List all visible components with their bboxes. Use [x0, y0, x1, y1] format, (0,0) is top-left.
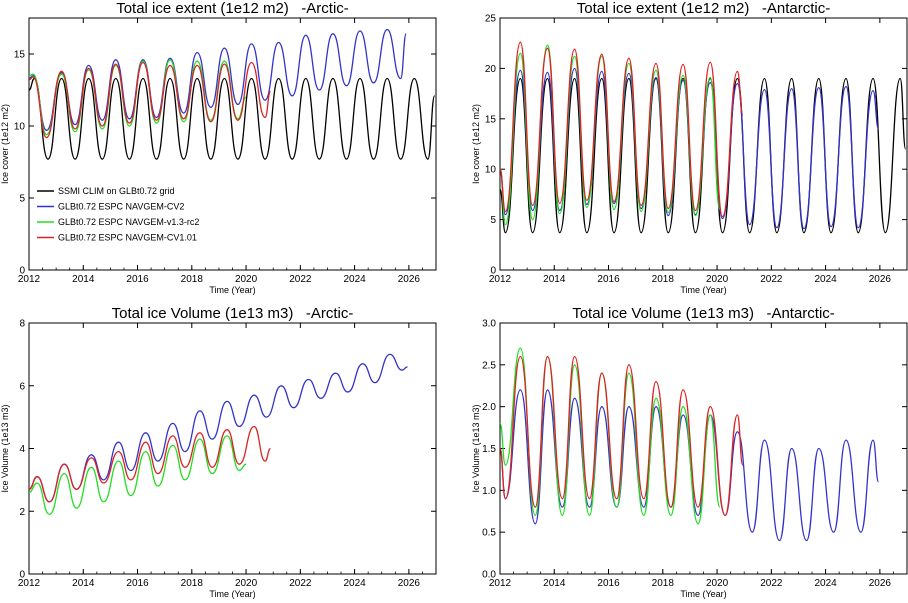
arctic-extent-title: Total ice extent (1e12 m2) -Arctic-	[116, 0, 349, 17]
antarctic-volume-x-tick-label: 2022	[760, 578, 783, 589]
antarctic-volume-y-axis-label: Ice Volume (1e13 m3)	[471, 404, 481, 492]
antarctic-extent-x-tick-label: 2020	[706, 274, 729, 285]
antarctic-extent-y-tick-label: 15	[485, 114, 497, 125]
arctic-extent-y-tick-label: 10	[14, 122, 26, 133]
antarctic-volume-series-glbt0-72-espc-navgem-cv1-01	[499, 355, 744, 517]
arctic-extent-x-tick-label: 2022	[289, 274, 312, 285]
antarctic-volume-x-tick-label: 2016	[597, 578, 620, 589]
antarctic-volume-y-tick-label: 0.5	[482, 528, 496, 539]
antarctic-volume-y-tick-label: 2.5	[482, 360, 496, 371]
legend-entry: GLBt0.72 ESPC NAVGEM-v1.3-rc2	[58, 217, 199, 227]
arctic-volume-x-tick-label: 2020	[235, 578, 258, 589]
arctic-volume-y-tick-label: 0	[19, 570, 25, 581]
arctic-volume-y-tick-label: 6	[19, 381, 25, 392]
arctic-volume-x-tick-label: 2018	[181, 578, 204, 589]
antarctic-extent-panel: Total ice extent (1e12 m2) -Antarctic- 20…	[471, 0, 908, 295]
arctic-extent-series-glbt0-72-espc-navgem-cv1-01	[28, 61, 272, 139]
antarctic-extent-y-tick-label: 5	[490, 215, 496, 226]
arctic-extent-x-tick-label: 2020	[235, 274, 258, 285]
antarctic-volume-y-tick-label: 1.5	[482, 444, 496, 455]
antarctic-volume-x-tick-label: 2020	[706, 578, 729, 589]
antarctic-volume-x-axis-label: Time (Year)	[680, 589, 726, 599]
arctic-volume-series-glbt0-72-espc-navgem-cv1-01	[28, 425, 271, 503]
antarctic-volume-x-tick-label: 2024	[814, 578, 837, 589]
antarctic-extent-y-tick-label: 10	[485, 165, 497, 176]
antarctic-extent-y-axis-label: Ice cover (1e12 m2)	[471, 104, 481, 184]
antarctic-extent-x-tick-label: 2016	[597, 274, 620, 285]
arctic-volume-x-tick-label: 2014	[72, 578, 95, 589]
arctic-extent-series-ssmi-clim-on-glbt0-72-grid	[28, 77, 436, 160]
antarctic-extent-title: Total ice extent (1e12 m2) -Antarctic-	[577, 0, 830, 17]
arctic-volume-y-tick-label: 2	[19, 507, 25, 518]
antarctic-extent-x-tick-label: 2012	[489, 274, 512, 285]
arctic-extent-series-glbt0-72-espc-navgem-cv2	[28, 28, 407, 131]
arctic-extent-x-tick-label: 2024	[343, 274, 366, 285]
arctic-extent-x-axis-label: Time (Year)	[209, 285, 255, 295]
antarctic-volume-y-tick-label: 3.0	[482, 319, 496, 330]
arctic-volume-x-tick-label: 2016	[126, 578, 149, 589]
arctic-extent-x-tick-label: 2018	[181, 274, 204, 285]
antarctic-extent-x-tick-label: 2014	[543, 274, 566, 285]
antarctic-extent-y-tick-label: 20	[485, 64, 497, 75]
antarctic-extent-series-glbt0-72-espc-navgem-cv1-01	[499, 41, 744, 218]
antarctic-volume-x-tick-label: 2026	[869, 578, 892, 589]
arctic-extent-x-tick-label: 2012	[18, 274, 41, 285]
arctic-extent-panel: Total ice extent (1e12 m2) -Arctic- 2012 2…	[0, 0, 437, 295]
arctic-volume-series-glbt0-72-espc-navgem-cv2	[28, 353, 408, 503]
arctic-volume-x-axis-label: Time (Year)	[209, 589, 255, 599]
arctic-volume-x-tick-label: 2026	[398, 578, 421, 589]
antarctic-extent-y-tick-label: 0	[490, 266, 496, 277]
arctic-extent-y-tick-label: 15	[14, 50, 26, 61]
arctic-volume-y-tick-label: 4	[19, 444, 25, 455]
legend-entry: SSMI CLIM on GLBt0.72 grid	[58, 186, 175, 196]
antarctic-extent-x-tick-label: 2024	[814, 274, 837, 285]
arctic-volume-x-tick-label: 2024	[343, 578, 366, 589]
arctic-extent-y-tick-label: 0	[19, 266, 25, 277]
arctic-volume-x-tick-label: 2022	[289, 578, 312, 589]
antarctic-extent-x-tick-label: 2018	[652, 274, 675, 285]
legend-entry: GLBt0.72 ESPC NAVGEM-CV2	[58, 202, 184, 212]
antarctic-extent-x-tick-label: 2022	[760, 274, 783, 285]
arctic-volume-x-tick-label: 2012	[18, 578, 41, 589]
antarctic-volume-panel: Total ice Volume (1e13 m3) -Antarctic- 20…	[471, 305, 908, 599]
arctic-volume-title: Total ice Volume (1e13 m3) -Arctic-	[112, 305, 354, 322]
arctic-volume-y-axis-label: Ice Volume (1e13 m3)	[0, 404, 10, 492]
arctic-extent-x-tick-label: 2026	[398, 274, 421, 285]
arctic-volume-series-glbt0-72-espc-navgem-v1-3-rc2	[28, 435, 247, 516]
antarctic-volume-y-tick-label: 0.0	[482, 570, 496, 581]
arctic-extent-y-axis-label: Ice cover (1e12 m2)	[0, 104, 10, 184]
antarctic-volume-x-tick-label: 2018	[652, 578, 675, 589]
antarctic-volume-y-tick-label: 2.0	[482, 402, 496, 413]
arctic-volume-panel: Total ice Volume (1e13 m3) -Arctic- 2012 2…	[0, 305, 437, 599]
antarctic-extent-y-tick-label: 25	[485, 14, 497, 25]
antarctic-volume-x-tick-label: 2012	[489, 578, 512, 589]
antarctic-volume-title: Total ice Volume (1e13 m3) -Antarctic-	[572, 305, 835, 322]
arctic-extent-x-tick-label: 2014	[72, 274, 95, 285]
arctic-extent-y-tick-label: 5	[19, 194, 25, 205]
legend-entry: GLBt0.72 ESPC NAVGEM-CV1.01	[58, 233, 197, 243]
arctic-extent-x-tick-label: 2016	[126, 274, 149, 285]
antarctic-extent-x-axis-label: Time (Year)	[680, 285, 726, 295]
antarctic-volume-plot-frame	[499, 322, 908, 575]
antarctic-volume-y-tick-label: 1.0	[482, 486, 496, 497]
antarctic-volume-x-tick-label: 2014	[543, 578, 566, 589]
arctic-volume-y-tick-label: 8	[19, 319, 25, 330]
antarctic-extent-x-tick-label: 2026	[869, 274, 892, 285]
